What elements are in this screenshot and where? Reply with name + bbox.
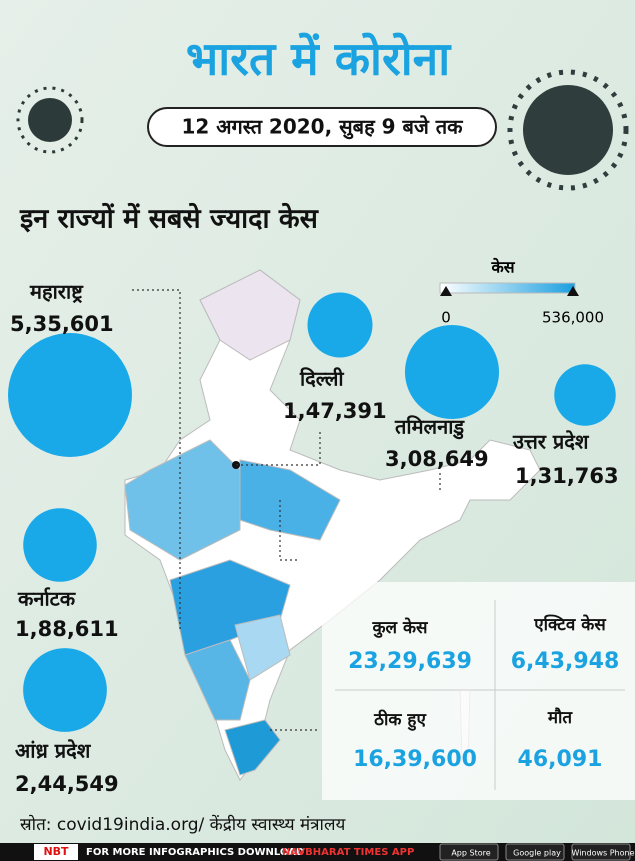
state-name: आंध्र प्रदेश [15, 739, 92, 763]
legend-marker [440, 286, 452, 296]
legend-bar [439, 282, 576, 294]
title: भारत में कोरोना [186, 32, 452, 86]
store-badge[interactable] [571, 843, 631, 861]
case-bubble [554, 364, 616, 426]
legend-title: केस [490, 258, 515, 277]
case-bubble [307, 292, 373, 358]
total-label: मौत [547, 707, 574, 728]
footer-app: NAVBHARAT TIMES APP [282, 847, 414, 858]
virus-left [16, 86, 84, 154]
total-label: एक्टिव केस [533, 614, 607, 635]
case-bubble [23, 508, 97, 582]
total-label: ठीक हुए [373, 709, 426, 731]
case-bubble [404, 324, 500, 420]
total-value: 16,39,600 [353, 747, 477, 772]
legend-min: 0 [441, 309, 451, 327]
total-value: 23,29,639 [348, 649, 472, 674]
store-badge-text: Windows Phone [571, 849, 634, 858]
store-badge[interactable] [505, 843, 565, 861]
state-cases: 1,31,763 [515, 464, 619, 488]
state-cases: 2,44,549 [15, 772, 119, 796]
subtitle: 12 अगस्त 2020, सुबह 9 बजे तक [181, 115, 464, 140]
total-label: कुल केस [371, 617, 429, 638]
store-badge-text: Google play [513, 849, 561, 858]
virus-right [507, 69, 629, 191]
state-name: उत्तर प्रदेश [512, 430, 590, 454]
legend-marker [567, 286, 579, 296]
india-map [124, 269, 541, 781]
total-value: 6,43,948 [511, 649, 620, 674]
totals-panel [322, 582, 635, 800]
logo-box [34, 844, 78, 860]
case-bubble [23, 648, 107, 732]
footer-text: FOR MORE INFOGRAPHICS DOWNLOAD [86, 847, 304, 858]
source: स्रोत: covid19india.org/ केंद्रीय स्वास्… [20, 814, 346, 835]
state-name: दिल्ली [299, 367, 344, 391]
leader-lines [132, 289, 441, 731]
store-badge[interactable] [439, 843, 499, 861]
state-cases: 5,35,601 [10, 312, 114, 336]
heading: इन राज्यों में सबसे ज्यादा केस [19, 203, 320, 235]
state-cases: 1,47,391 [283, 399, 387, 423]
subtitle-pill [147, 107, 497, 147]
state-cases: 1,88,611 [15, 617, 119, 641]
state-name: महाराष्ट्र [29, 280, 84, 304]
case-bubble [8, 333, 132, 457]
logo: NBT [43, 845, 69, 858]
state-cases: 3,08,649 [385, 447, 489, 471]
store-badge-text: App Store [451, 849, 490, 858]
state-name: कर्नाटक [17, 587, 77, 611]
legend-max: 536,000 [542, 309, 604, 327]
total-value: 46,091 [518, 747, 603, 772]
state-name: तमिलनाडु [394, 415, 465, 440]
